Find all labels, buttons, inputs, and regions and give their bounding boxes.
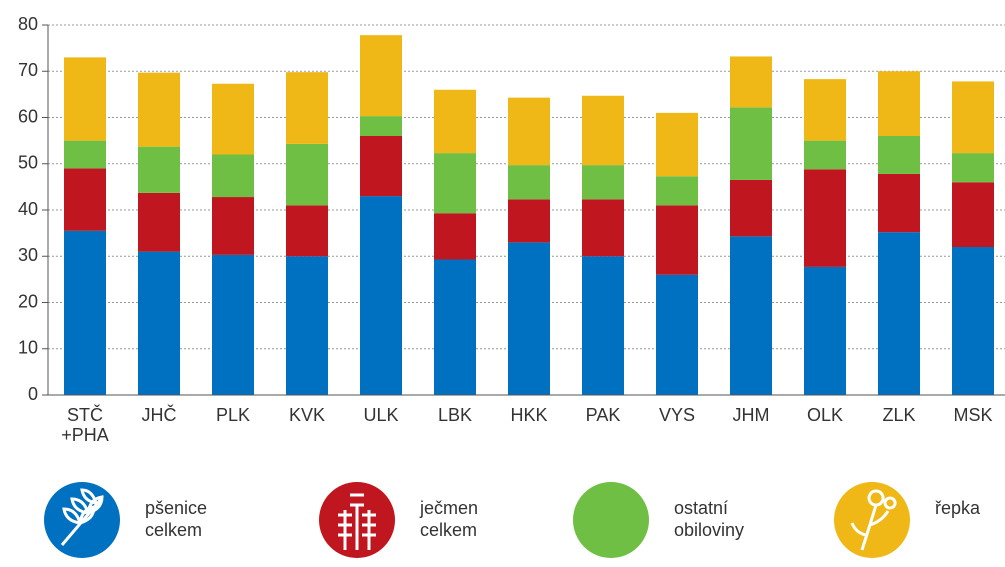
x-tick-label: ULK <box>363 405 399 425</box>
x-tick-label: LBK <box>437 405 473 425</box>
bar-segment <box>878 173 920 233</box>
y-tick-label: 30 <box>18 245 38 265</box>
y-tick-label: 70 <box>18 60 38 80</box>
bar-segment <box>360 116 402 136</box>
x-tick-label: JHM <box>732 405 770 425</box>
bar-segment <box>64 230 106 395</box>
bar-segment <box>508 199 550 243</box>
bar-segment <box>804 79 846 141</box>
x-tick-label: PLK <box>215 405 251 425</box>
bar-segment <box>952 182 994 247</box>
bar-segment <box>212 83 254 155</box>
y-tick-label: 10 <box>18 338 38 358</box>
bar-segment <box>730 107 772 180</box>
x-tick-label: OLK <box>806 405 844 425</box>
bar-segment <box>286 143 328 206</box>
bar-segment <box>138 192 180 252</box>
bar-segment <box>804 169 846 267</box>
legend-icon <box>573 482 649 558</box>
bar-segment <box>508 165 550 200</box>
legend-label: ječmen celkem <box>420 498 479 540</box>
bar-segment <box>656 112 698 177</box>
bar-segment <box>360 136 402 197</box>
bar-segment <box>656 274 698 395</box>
bar-segment <box>286 256 328 395</box>
bar-segment <box>64 168 106 231</box>
bar-segment <box>212 254 254 395</box>
legend-label: ostatní obiloviny <box>674 498 745 540</box>
bar-segment <box>952 247 994 395</box>
x-tick-label: HKK <box>510 405 548 425</box>
bar-segment <box>138 146 180 193</box>
bar-segment <box>656 176 698 206</box>
y-tick-label: 50 <box>18 153 38 173</box>
bar-segment <box>730 179 772 237</box>
bar-segment <box>434 259 476 395</box>
bar-segment <box>656 205 698 275</box>
x-tick-label: STČ +PHA <box>61 405 109 445</box>
bar-segment <box>64 57 106 141</box>
bar-segment <box>434 89 476 154</box>
y-tick-label: 80 <box>18 14 38 34</box>
bar-segment <box>582 165 624 200</box>
icon-barley <box>338 493 376 550</box>
bar-segment <box>508 242 550 395</box>
bar-segment <box>360 196 402 395</box>
x-tick-label: KVK <box>288 405 326 425</box>
bar-segment <box>508 97 550 166</box>
y-tick-label: 20 <box>18 291 38 311</box>
bar-segment <box>804 140 846 170</box>
x-tick-label: VYS <box>658 405 696 425</box>
bar-segment <box>582 95 624 166</box>
legend-label: pšenice celkem <box>145 498 208 540</box>
bar-segment <box>64 140 106 169</box>
bar-segment <box>212 197 254 255</box>
bar-segment <box>952 81 994 154</box>
legend-label: řepka <box>935 498 981 518</box>
y-tick-label: 0 <box>28 384 38 404</box>
bar-segment <box>730 236 772 395</box>
x-tick-label: MSK <box>953 405 993 425</box>
x-tick-label: PAK <box>585 405 621 425</box>
bar-segment <box>878 232 920 395</box>
bar-segment <box>138 251 180 395</box>
x-tick-label: ZLK <box>882 405 916 425</box>
y-tick-label: 60 <box>18 106 38 126</box>
bar-segment <box>212 154 254 198</box>
bar-segment <box>434 213 476 260</box>
bar-segment <box>360 35 402 117</box>
y-tick-label: 40 <box>18 199 38 219</box>
bar-segment <box>582 256 624 395</box>
bar-segment <box>286 205 328 257</box>
bar-segment <box>434 153 476 214</box>
bar-segment <box>286 72 328 144</box>
bar-segment <box>878 136 920 174</box>
bar-segment <box>804 266 846 395</box>
icon-wheat <box>60 488 104 546</box>
bar-segment <box>878 71 920 136</box>
bar-segment <box>952 153 994 183</box>
bar-segment <box>138 72 180 147</box>
icon-rapeseed <box>850 489 897 551</box>
bar-segment <box>730 56 772 108</box>
bar-segment <box>582 199 624 257</box>
x-tick-label: JHČ <box>141 405 177 425</box>
